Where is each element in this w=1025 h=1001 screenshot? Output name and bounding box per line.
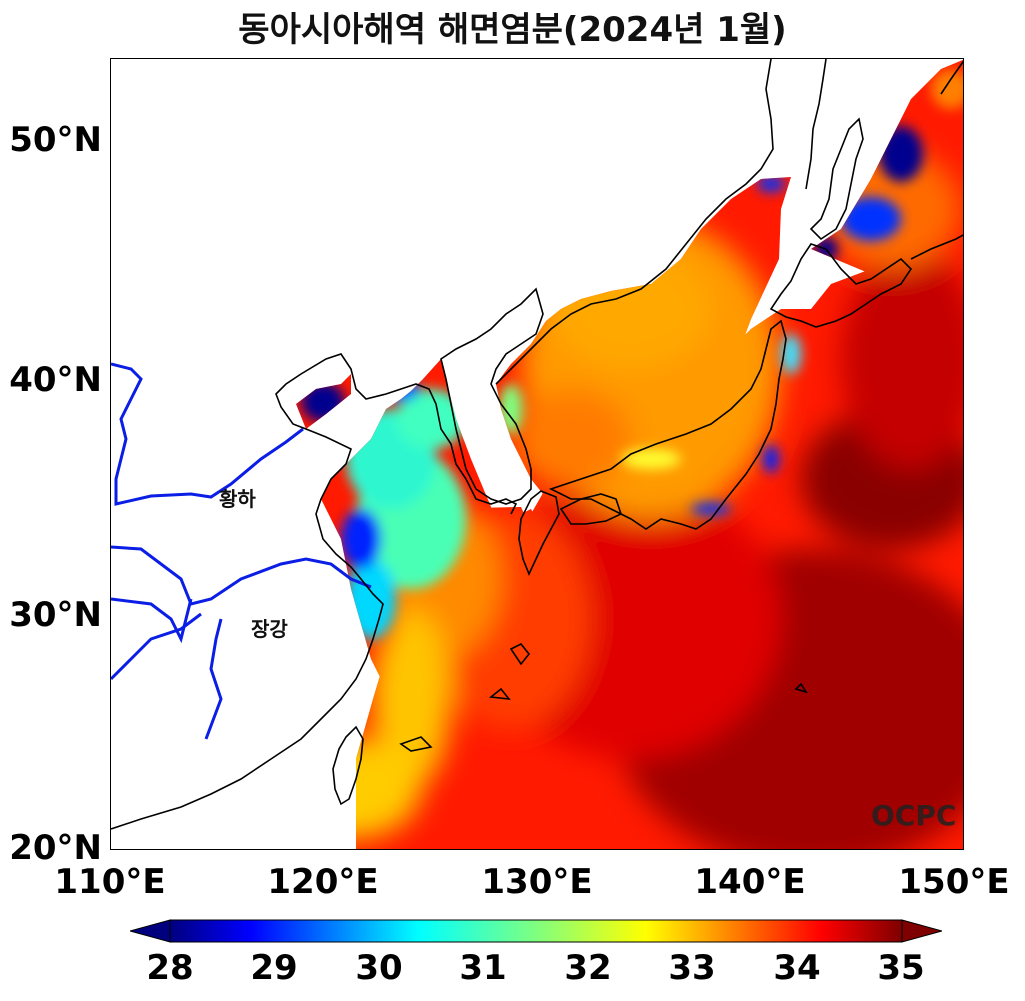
x-tick-label-110e: 110°E [54,862,166,902]
coastlines [111,59,963,830]
y-tick-label-40n: 40°N [9,360,102,400]
colorbar-tick-29: 29 [250,948,298,988]
y-tick-label-50n: 50°N [9,120,102,160]
colorbar-tick-34: 34 [773,948,821,988]
colorbar-tick-32: 32 [564,948,612,988]
salinity-field [296,59,963,849]
x-tick-label-140e: 140°E [694,862,806,902]
colorbar-tick-28: 28 [146,948,194,988]
salinity-map: 황하 장강 OCPC [110,58,964,850]
label-yellow-river: 황하 [219,487,256,511]
colorbar-tick-31: 31 [459,948,507,988]
colorbar-low-extend [130,919,171,943]
colorbar-tick-35: 35 [877,948,925,988]
x-tick-label-120e: 120°E [267,862,379,902]
x-tick-label-130e: 130°E [481,862,593,902]
map-title: 동아시아해역 해면염분(2024년 1월) [238,10,787,50]
map-canvas: 황하 장강 OCPC [111,59,963,849]
colorbar-gradient [169,919,903,943]
yellow-river [111,362,304,506]
x-tick-label-150e: 150°E [898,862,1010,902]
colorbar-high-extend [901,919,942,943]
colorbar-tick-30: 30 [355,948,403,988]
river-lines [111,362,372,740]
colorbar-tick-33: 33 [668,948,716,988]
y-tick-label-30n: 30°N [9,595,102,635]
yangtze-river [111,545,372,606]
label-yangtze-river: 장강 [251,617,288,641]
watermark-ocpc: OCPC [871,799,956,832]
colorbar [130,919,942,943]
y-tick-label-20n: 20°N [9,828,102,868]
